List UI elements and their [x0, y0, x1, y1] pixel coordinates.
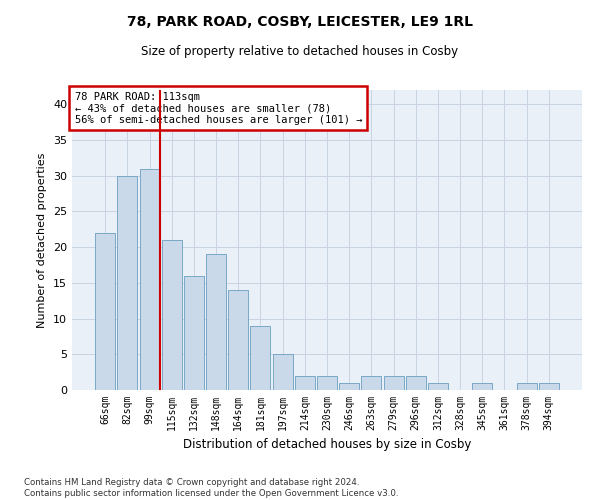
Bar	[250, 326, 271, 390]
Text: 78 PARK ROAD: 113sqm
← 43% of detached houses are smaller (78)
56% of semi-detac: 78 PARK ROAD: 113sqm ← 43% of detached h…	[74, 92, 362, 124]
Text: Contains HM Land Registry data © Crown copyright and database right 2024.
Contai: Contains HM Land Registry data © Crown c…	[24, 478, 398, 498]
Bar	[361, 376, 382, 390]
Text: Size of property relative to detached houses in Cosby: Size of property relative to detached ho…	[142, 45, 458, 58]
Bar	[140, 168, 160, 390]
Y-axis label: Number of detached properties: Number of detached properties	[37, 152, 47, 328]
Bar	[272, 354, 293, 390]
Bar	[228, 290, 248, 390]
X-axis label: Distribution of detached houses by size in Cosby: Distribution of detached houses by size …	[183, 438, 471, 452]
Bar	[317, 376, 337, 390]
Bar	[206, 254, 226, 390]
Bar	[472, 383, 492, 390]
Bar	[539, 383, 559, 390]
Bar	[339, 383, 359, 390]
Bar	[295, 376, 315, 390]
Bar	[517, 383, 536, 390]
Bar	[118, 176, 137, 390]
Bar	[184, 276, 204, 390]
Text: 78, PARK ROAD, COSBY, LEICESTER, LE9 1RL: 78, PARK ROAD, COSBY, LEICESTER, LE9 1RL	[127, 15, 473, 29]
Bar	[406, 376, 426, 390]
Bar	[383, 376, 404, 390]
Bar	[428, 383, 448, 390]
Bar	[162, 240, 182, 390]
Bar	[95, 233, 115, 390]
